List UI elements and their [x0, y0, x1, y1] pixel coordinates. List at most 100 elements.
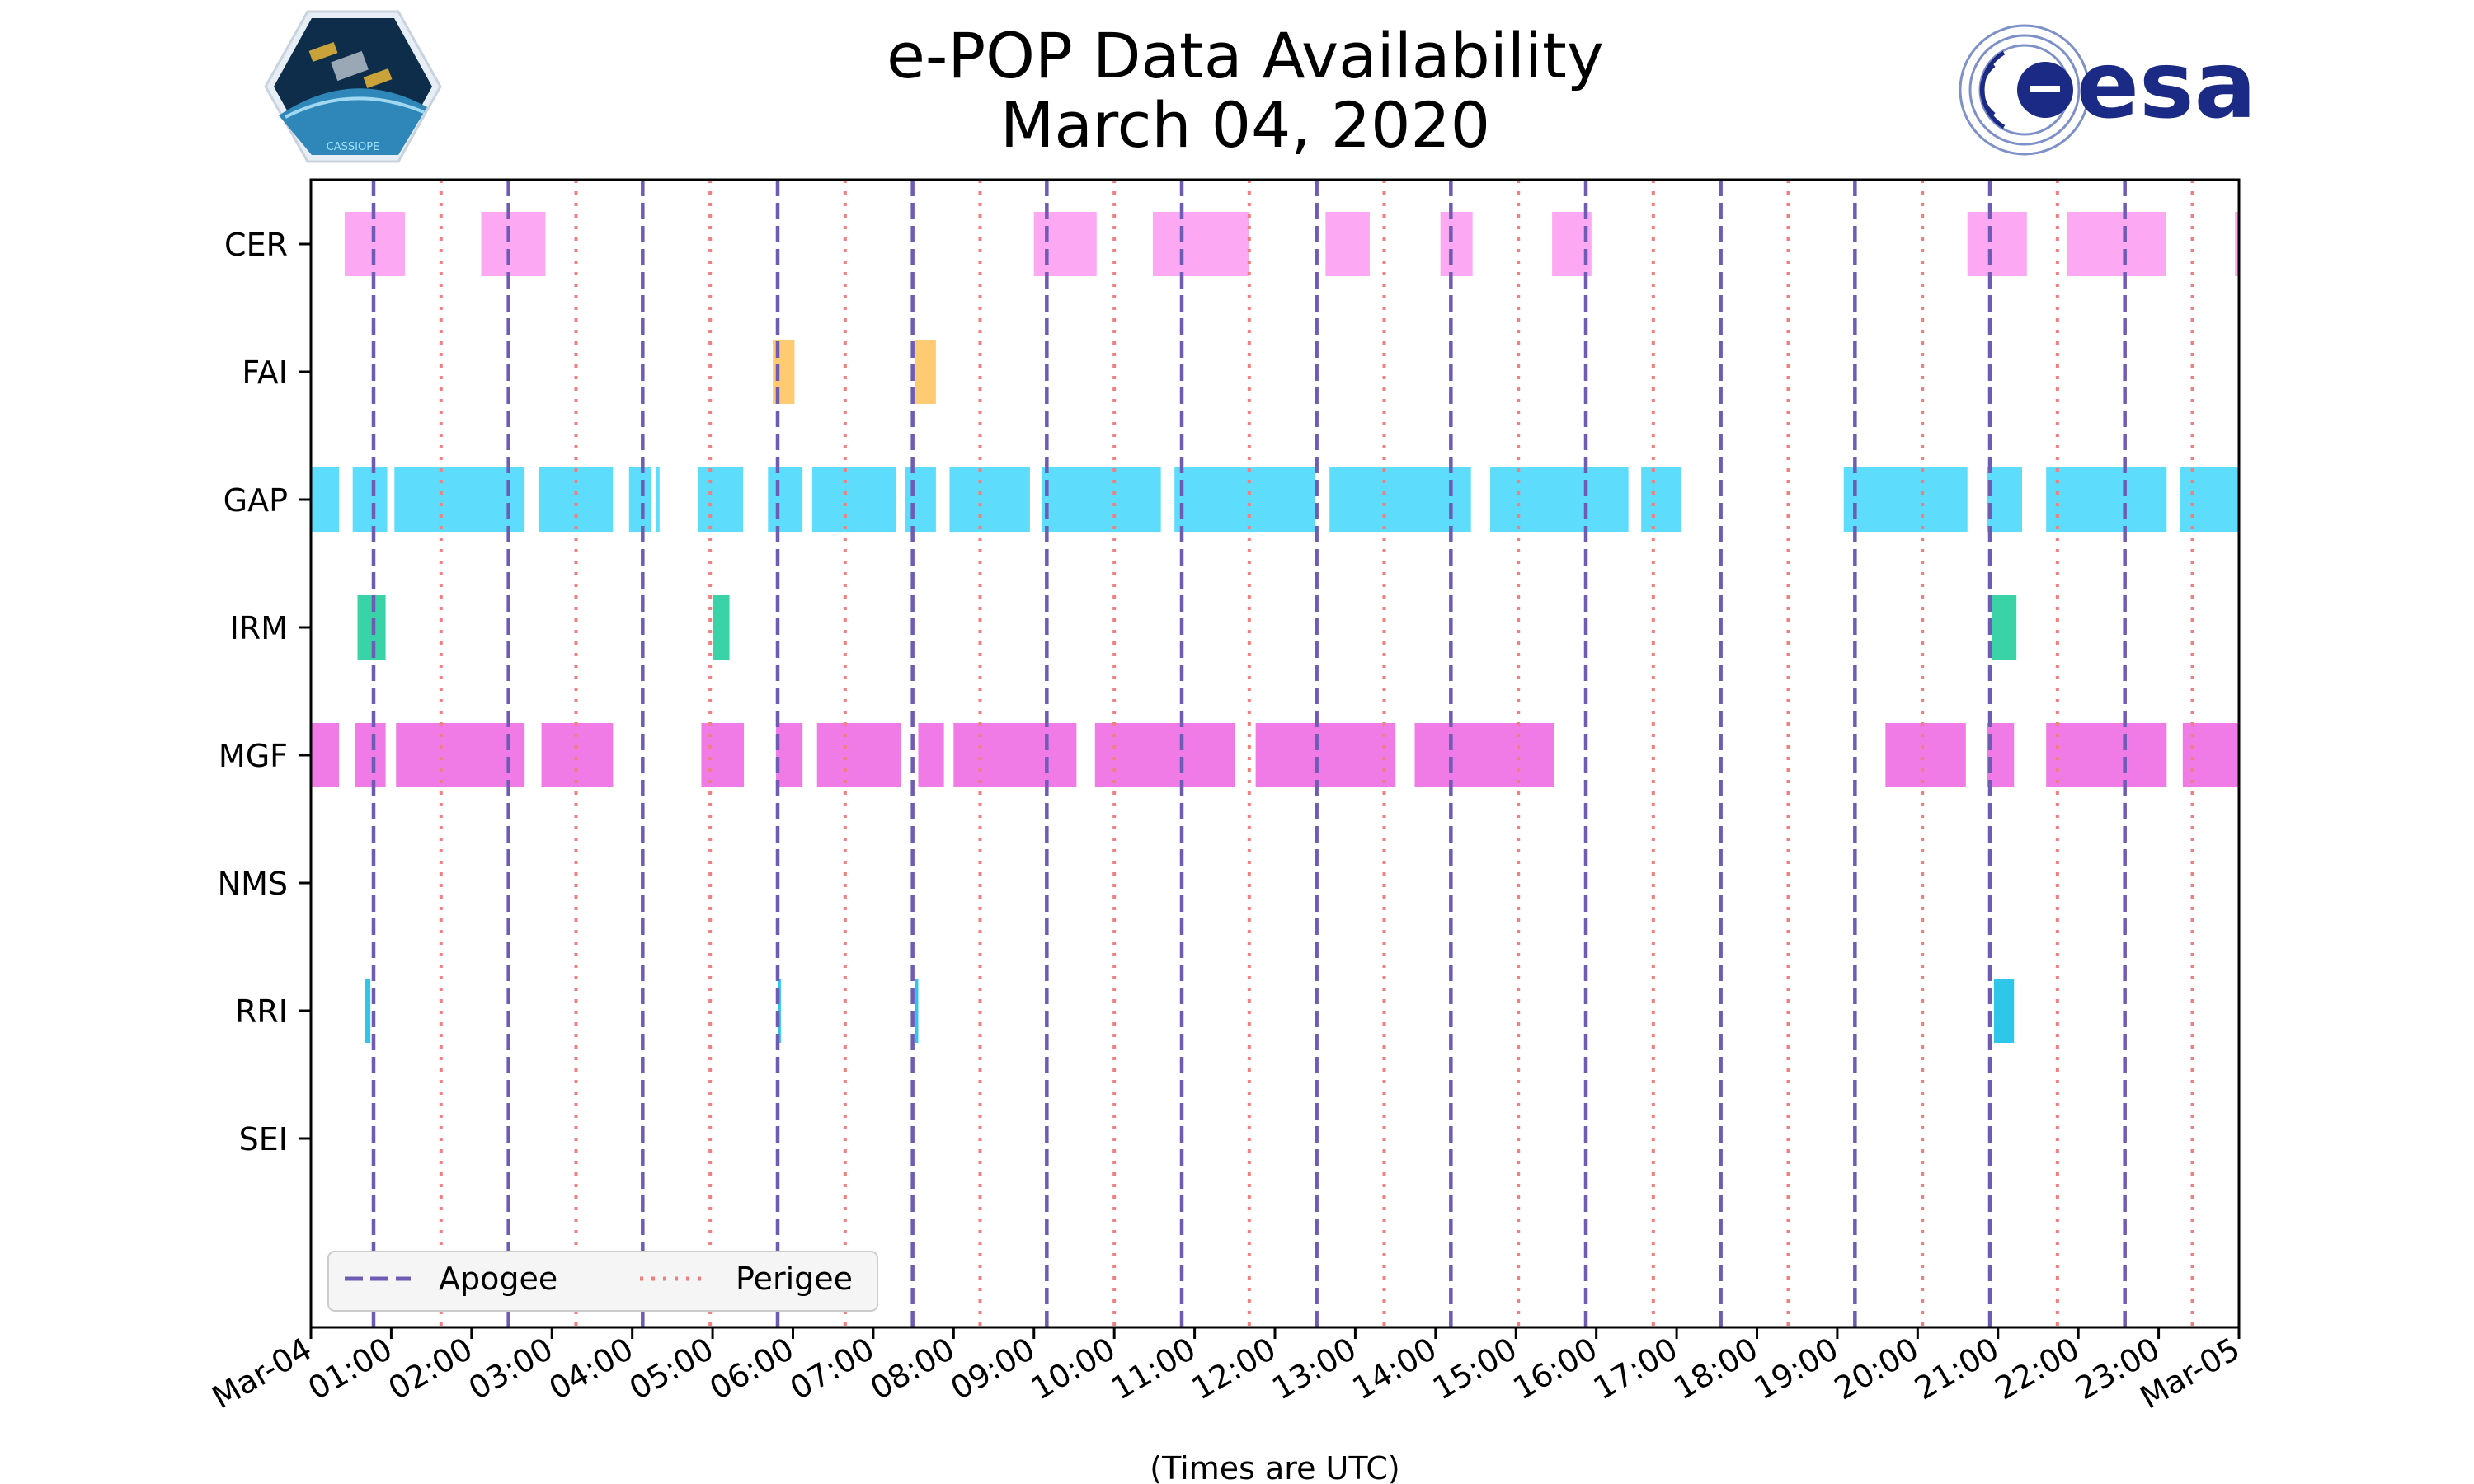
data-bar-gap — [311, 467, 340, 532]
data-bar-cer — [481, 212, 546, 276]
data-bar-cer — [2235, 212, 2239, 276]
y-tick-label: NMS — [218, 866, 288, 902]
x-tick-label: 13:00 — [1266, 1331, 1362, 1407]
data-bar-mgf — [776, 723, 803, 787]
data-bar-mgf — [541, 723, 614, 787]
data-bar-gap — [905, 467, 936, 532]
data-bar-gap — [768, 467, 803, 532]
x-tick-label: 20:00 — [1828, 1331, 1925, 1407]
x-tick-label: 16:00 — [1507, 1331, 1603, 1407]
x-tick-label: 17:00 — [1587, 1331, 1684, 1407]
x-tick-label: 12:00 — [1186, 1331, 1282, 1407]
cassiope-logo: CASSIOPE — [264, 10, 442, 163]
esa-logo-text: esa — [2077, 32, 2256, 139]
data-bar-irm — [357, 595, 386, 660]
data-bar-rri — [915, 979, 919, 1043]
x-tick-label: 10:00 — [1025, 1331, 1122, 1407]
data-bar-cer — [1033, 212, 1097, 276]
orbit-reference-lines — [371, 180, 2194, 1327]
y-tick-label: GAP — [223, 482, 288, 519]
data-bar-gap — [1641, 467, 1681, 532]
cassiope-logo-text: CASSIOPE — [327, 141, 380, 153]
x-tick-label: 19:00 — [1748, 1331, 1845, 1407]
x-tick-label: 11:00 — [1105, 1331, 1202, 1407]
data-bar-gap — [2180, 467, 2239, 532]
instrument-lanes — [311, 212, 2239, 1043]
legend: Apogee Perigee — [327, 1251, 878, 1312]
data-bar-mgf — [918, 723, 944, 787]
x-tick-label: 14:00 — [1346, 1331, 1442, 1407]
data-bar-gap — [539, 467, 614, 532]
data-bar-rri — [365, 979, 371, 1043]
data-bar-irm — [1991, 595, 2017, 660]
title-line-2: March 04, 2020 — [999, 88, 1491, 162]
data-bar-gap — [628, 467, 651, 532]
x-tick-label: 22:00 — [1989, 1331, 2086, 1407]
data-bar-cer — [1325, 212, 1370, 276]
y-tick-label: IRM — [230, 610, 288, 646]
data-bar-mgf — [1414, 723, 1555, 787]
data-bar-mgf — [311, 723, 340, 787]
legend-apogee-label: Apogee — [439, 1261, 557, 1297]
data-bar-mgf — [816, 723, 901, 787]
chart-title: e-POP Data Availability March 04, 2020 — [742, 21, 1748, 160]
x-tick-label: 03:00 — [463, 1331, 559, 1407]
x-tick-label: 18:00 — [1667, 1331, 1764, 1407]
data-bar-gap — [949, 467, 1030, 532]
legend-perigee-label: Perigee — [736, 1261, 853, 1297]
data-bar-mgf — [953, 723, 1077, 787]
y-tick-label: MGF — [219, 738, 288, 774]
x-tick-label: 09:00 — [944, 1331, 1041, 1407]
data-bar-fai — [915, 340, 936, 404]
data-bar-gap — [656, 467, 660, 532]
x-tick-label: 21:00 — [1908, 1331, 2005, 1407]
data-bar-gap — [1843, 467, 1968, 532]
y-tick-label: RRI — [235, 993, 288, 1030]
data-bar-mgf — [701, 723, 745, 787]
data-bar-gap — [698, 467, 744, 532]
title-line-1: e-POP Data Availability — [887, 19, 1604, 92]
x-tick-label: Mar-04 — [206, 1331, 318, 1416]
y-tick-label: CER — [224, 227, 288, 263]
data-bar-cer — [1967, 212, 2027, 276]
data-bar-mgf — [1094, 723, 1235, 787]
data-bar-gap — [2046, 467, 2167, 532]
x-axis: Mar-0401:0002:0003:0004:0005:0006:0007:0… — [206, 1327, 2246, 1416]
x-tick-label: 06:00 — [703, 1331, 800, 1407]
data-bar-cer — [1552, 212, 1592, 276]
data-bar-mgf — [396, 723, 525, 787]
data-bar-mgf — [2182, 723, 2239, 787]
data-bar-cer — [2067, 212, 2166, 276]
data-bar-cer — [1440, 212, 1473, 276]
legend-box — [327, 1251, 878, 1312]
x-tick-label: 08:00 — [864, 1331, 961, 1407]
data-bar-gap — [1987, 467, 2022, 532]
data-bar-gap — [1490, 467, 1629, 532]
data-bar-cer — [344, 212, 405, 276]
x-tick-label: 01:00 — [302, 1331, 398, 1407]
y-tick-label: FAI — [242, 355, 288, 391]
x-tick-label: 15:00 — [1427, 1331, 1523, 1407]
data-bar-mgf — [1255, 723, 1396, 787]
data-bar-gap — [394, 467, 525, 532]
x-tick-label: 02:00 — [382, 1331, 478, 1407]
esa-logo: esa — [1959, 24, 2256, 156]
data-bar-mgf — [1885, 723, 1966, 787]
data-bar-gap — [1042, 467, 1161, 532]
x-tick-label: 04:00 — [543, 1331, 639, 1407]
data-bar-mgf — [2046, 723, 2167, 787]
data-bar-irm — [713, 595, 730, 660]
y-tick-label: SEI — [239, 1121, 288, 1158]
data-bar-gap — [1174, 467, 1315, 532]
data-bar-rri — [1993, 979, 2015, 1043]
x-tick-label: 05:00 — [623, 1331, 720, 1407]
data-bar-mgf — [1987, 723, 2015, 787]
x-axis-label: (Times are UTC) — [1150, 1450, 1399, 1484]
x-tick-label: 07:00 — [784, 1331, 881, 1407]
data-bar-mgf — [355, 723, 386, 787]
data-bar-gap — [1329, 467, 1471, 532]
data-bar-gap — [352, 467, 388, 532]
y-axis: CER FAI GAP IRM MGF NMS RRI SEI — [218, 227, 311, 1158]
data-bar-gap — [811, 467, 896, 532]
